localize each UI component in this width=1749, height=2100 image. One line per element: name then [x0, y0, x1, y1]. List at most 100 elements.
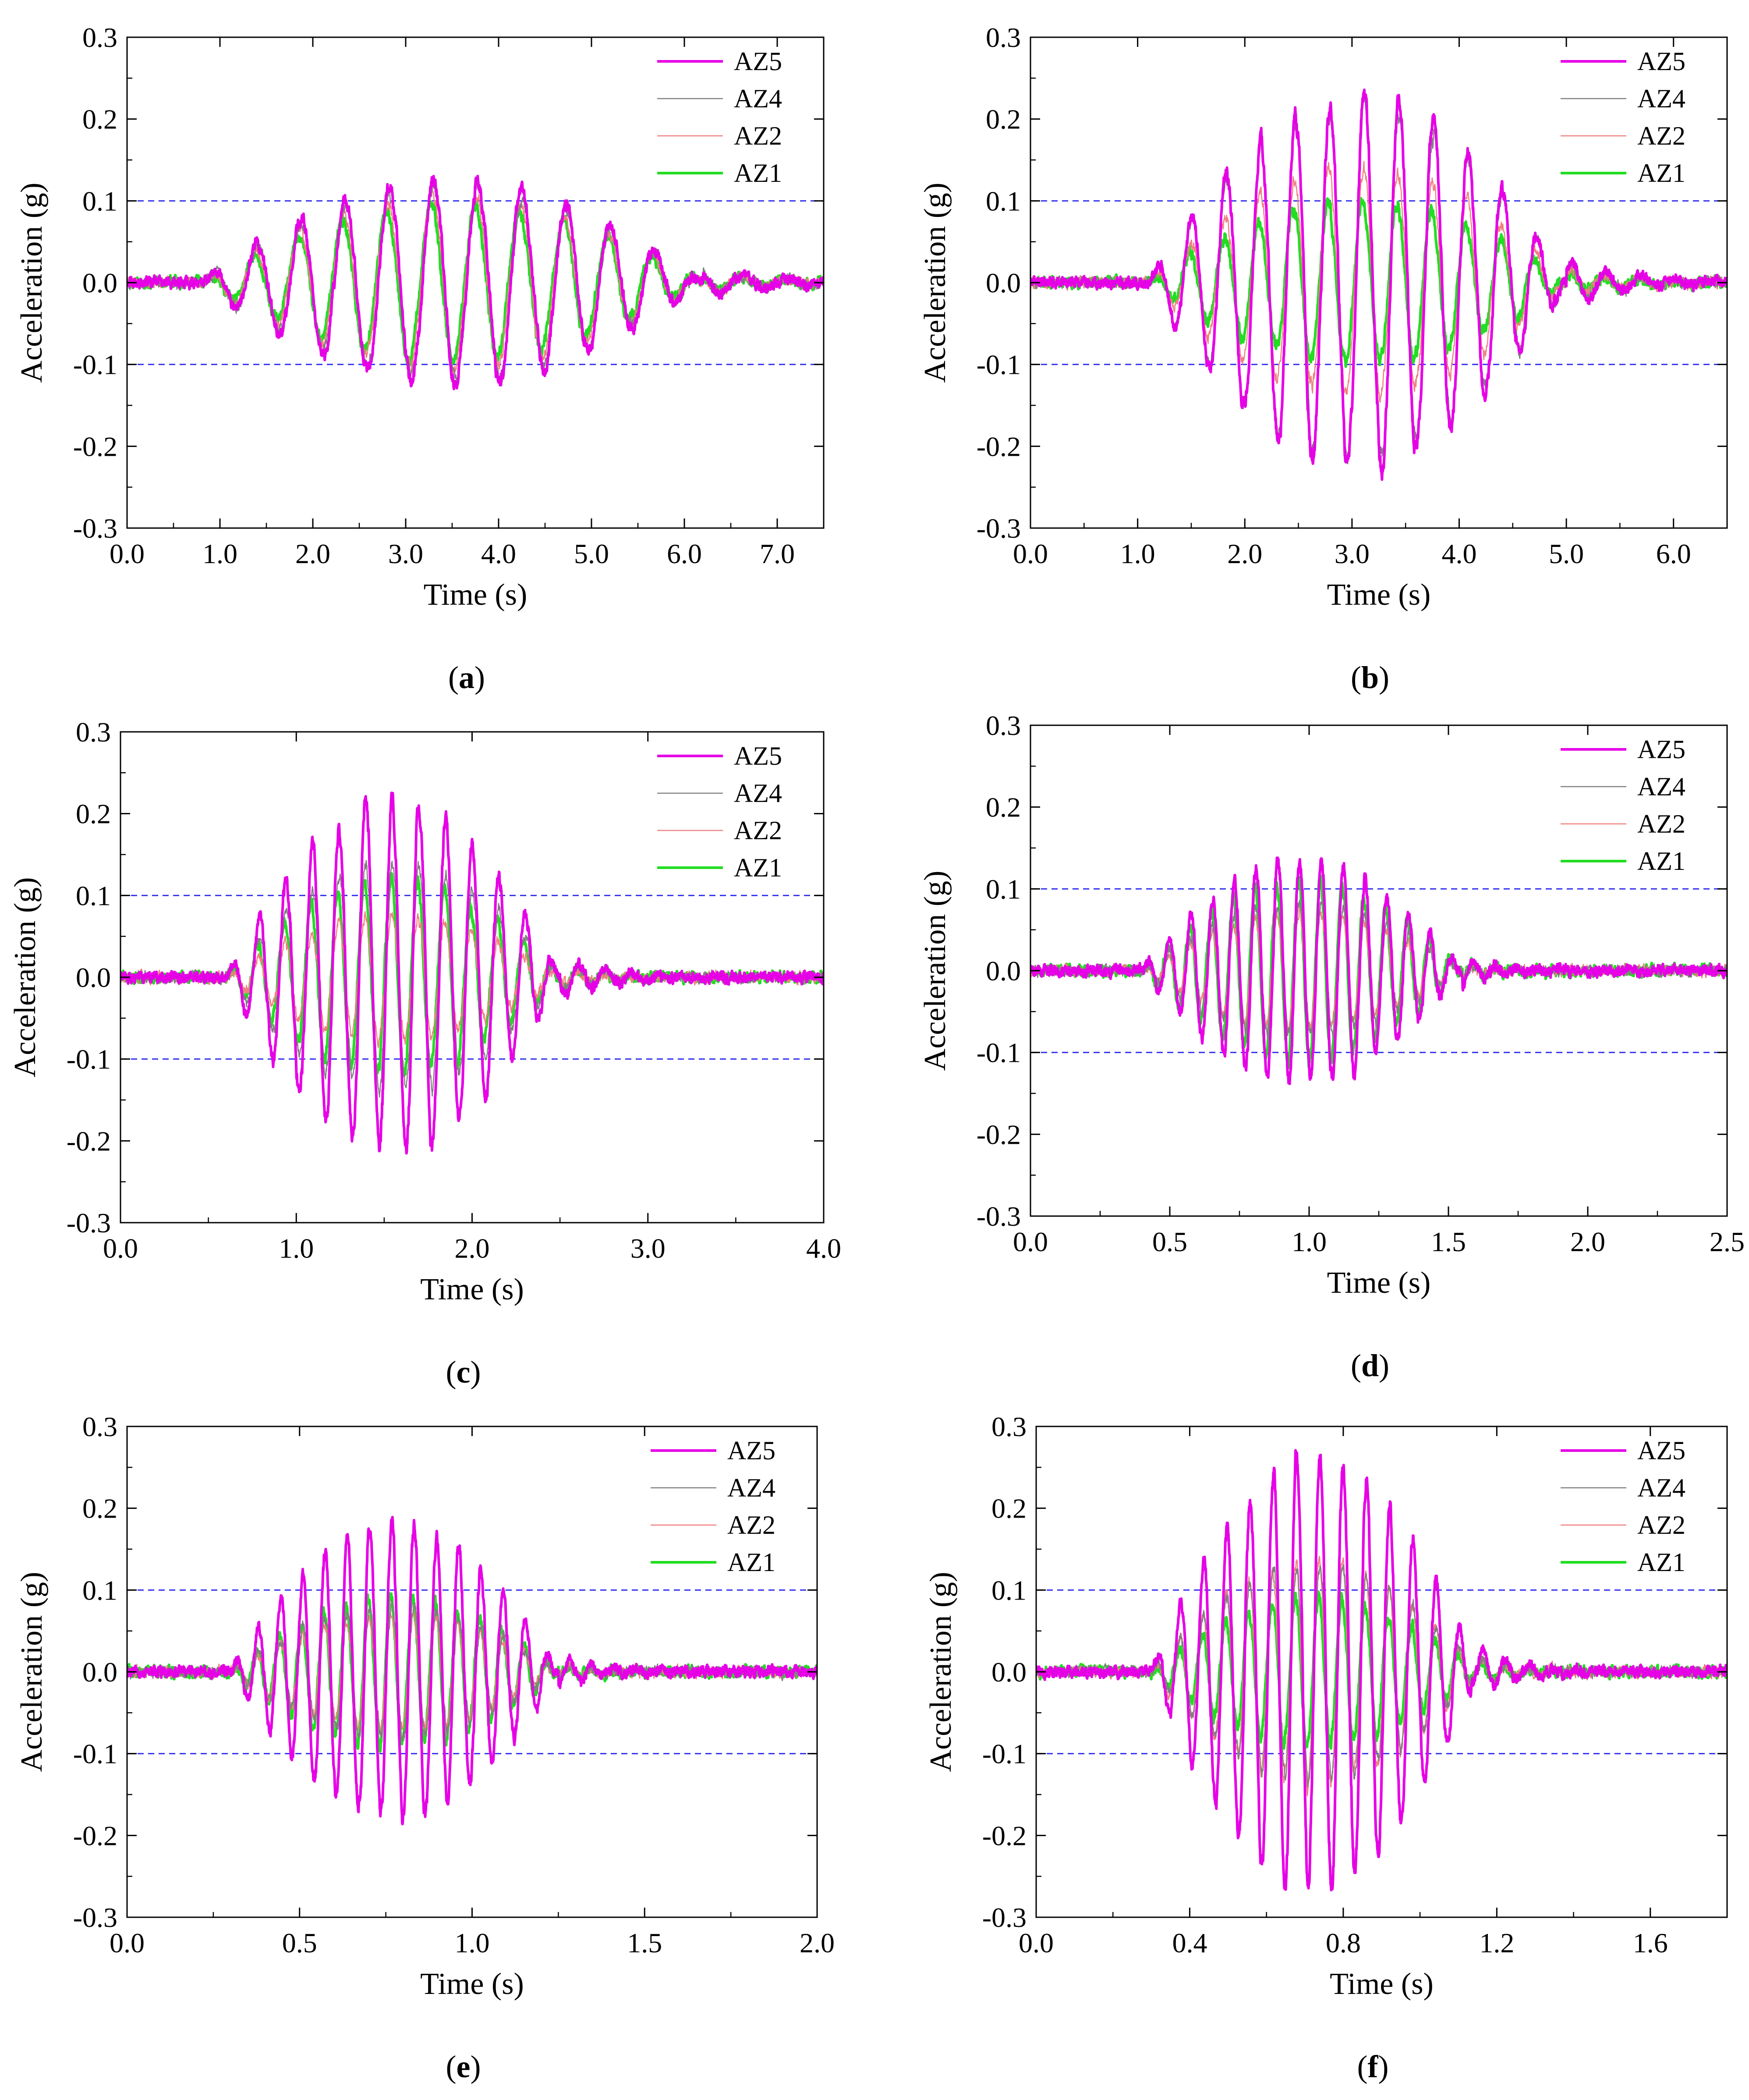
y-tick-label: 0.0 — [986, 267, 1021, 298]
x-tick-label: 0.0 — [1013, 538, 1048, 569]
y-tick-label: 0.3 — [76, 717, 111, 748]
panel-label-letter: d — [1361, 1348, 1379, 1383]
series-line-az5 — [1030, 89, 1727, 481]
panel-label: (c) — [446, 1355, 481, 1390]
x-tick-label: 0.0 — [1019, 1927, 1054, 1958]
x-tick-label: 2.0 — [1570, 1226, 1605, 1257]
y-tick-label: 0.3 — [82, 1411, 117, 1442]
x-tick-label: 1.0 — [279, 1233, 314, 1264]
y-tick-label: -0.2 — [977, 1119, 1021, 1150]
x-tick-label: 7.0 — [760, 538, 795, 569]
y-axis-label: Acceleration (g) — [918, 183, 952, 383]
y-tick-label: -0.3 — [982, 1902, 1027, 1933]
series-line-az5 — [120, 791, 824, 1155]
legend-label-az4: AZ4 — [734, 779, 782, 808]
x-tick-label: 5.0 — [1549, 538, 1584, 569]
legend-label-az1: AZ1 — [1637, 847, 1685, 876]
y-tick-label: 0.2 — [82, 1493, 117, 1524]
x-tick-label: 1.5 — [627, 1927, 662, 1958]
x-tick-label: 3.0 — [1335, 538, 1370, 569]
x-tick-label: 3.0 — [388, 538, 423, 569]
y-tick-label: 0.3 — [986, 22, 1021, 53]
y-tick-label: 0.0 — [986, 955, 1021, 986]
panel-label: (a) — [448, 660, 485, 695]
panel-label-open: ( — [1351, 1348, 1361, 1383]
panel-label-close: ) — [1379, 1348, 1389, 1383]
panel-label: (d) — [1351, 1348, 1389, 1383]
y-tick-label: 0.0 — [991, 1657, 1027, 1688]
x-axis-label: Time (s) — [424, 578, 528, 612]
x-tick-label: 4.0 — [1441, 538, 1476, 569]
legend-label-az4: AZ4 — [727, 1473, 775, 1502]
legend-label-az5: AZ5 — [1637, 47, 1685, 76]
y-tick-label: 0.3 — [986, 710, 1021, 741]
legend-label-az2: AZ2 — [727, 1511, 775, 1540]
legend-label-az1: AZ1 — [727, 1548, 775, 1577]
x-tick-label: 0.8 — [1326, 1927, 1361, 1958]
y-tick-label: -0.3 — [977, 1201, 1021, 1232]
y-axis-label: Acceleration (g) — [15, 183, 49, 383]
panel-label-close: ) — [470, 2049, 481, 2084]
y-tick-label: -0.1 — [67, 1044, 111, 1075]
x-tick-label: 2.0 — [800, 1927, 835, 1958]
y-tick-label: 0.2 — [82, 104, 117, 135]
x-axis-label: Time (s) — [1330, 1967, 1434, 2001]
legend-label-az2: AZ2 — [1637, 809, 1685, 838]
y-tick-label: 0.2 — [986, 104, 1021, 135]
legend-label-az2: AZ2 — [1637, 121, 1685, 150]
legend-label-az5: AZ5 — [727, 1436, 775, 1465]
chart-panel-e: 0.30.20.10.0-0.1-0.2-0.30.0 0.5 1.0 1.5 2.0T… — [15, 1411, 835, 2084]
panel-label-open: ( — [1351, 660, 1361, 695]
legend-label-az1: AZ1 — [1637, 159, 1685, 188]
x-tick-label: 1.0 — [202, 538, 237, 569]
x-tick-label: 1.5 — [1431, 1226, 1466, 1257]
y-tick-label: 0.1 — [986, 185, 1021, 216]
x-tick-label: 0.5 — [282, 1927, 317, 1958]
x-tick-label: 2.0 — [295, 538, 330, 569]
y-tick-label: 0.2 — [991, 1493, 1027, 1524]
x-tick-label: 1.0 — [455, 1927, 490, 1958]
legend-label-az5: AZ5 — [1637, 1436, 1685, 1465]
legend-label-az5: AZ5 — [734, 741, 782, 770]
y-tick-label: -0.1 — [73, 349, 117, 380]
series-line-az5 — [1036, 1449, 1727, 1891]
x-axis-label: Time (s) — [420, 1273, 524, 1306]
x-axis-label: Time (s) — [1327, 578, 1431, 612]
x-tick-label: 0.4 — [1172, 1927, 1207, 1958]
legend-label-az4: AZ4 — [1637, 84, 1685, 113]
y-tick-label: 0.1 — [991, 1575, 1027, 1606]
panel-label-open: ( — [446, 1355, 457, 1390]
chart-panel-a: 0.30.20.10.0-0.1-0.2-0.30.0 1.0 2.0 3.0 4.0 5… — [15, 22, 825, 695]
x-tick-label: 6.0 — [1656, 538, 1691, 569]
x-tick-label: 6.0 — [667, 538, 702, 569]
y-tick-label: 0.1 — [82, 1575, 117, 1606]
panel-label-close: ) — [474, 660, 485, 695]
legend-label-az1: AZ1 — [734, 159, 782, 188]
chart-panel-b: 0.30.20.10.0-0.1-0.2-0.30.0 1.0 2.0 3.0 4.0 5… — [918, 22, 1728, 695]
y-tick-label: 0.0 — [82, 1657, 117, 1688]
series-group — [120, 791, 824, 1155]
series-group — [1030, 856, 1727, 1085]
x-tick-label: 2.0 — [1227, 538, 1262, 569]
y-tick-label: 0.0 — [82, 267, 117, 298]
y-tick-label: -0.3 — [73, 513, 117, 544]
y-tick-label: 0.2 — [986, 792, 1021, 823]
legend-label-az2: AZ2 — [734, 816, 782, 845]
panel-label: (f) — [1357, 2049, 1389, 2084]
panel-label-open: ( — [446, 2049, 457, 2084]
y-tick-label: -0.1 — [73, 1738, 117, 1770]
y-axis-label: Acceleration (g) — [15, 1572, 49, 1772]
y-tick-label: -0.2 — [73, 1820, 117, 1851]
x-tick-label: 0.0 — [1013, 1226, 1048, 1257]
x-tick-label: 0.0 — [110, 1927, 145, 1958]
x-tick-label: 1.2 — [1479, 1927, 1514, 1958]
y-tick-label: -0.1 — [982, 1738, 1027, 1770]
x-tick-label: 0.0 — [103, 1233, 138, 1264]
y-axis-label: Acceleration (g) — [8, 877, 42, 1078]
y-tick-label: 0.1 — [986, 873, 1021, 905]
y-tick-label: -0.3 — [67, 1207, 111, 1238]
panel-label: (e) — [446, 2049, 481, 2084]
y-tick-label: -0.2 — [977, 431, 1021, 462]
y-tick-label: 0.3 — [991, 1411, 1027, 1442]
